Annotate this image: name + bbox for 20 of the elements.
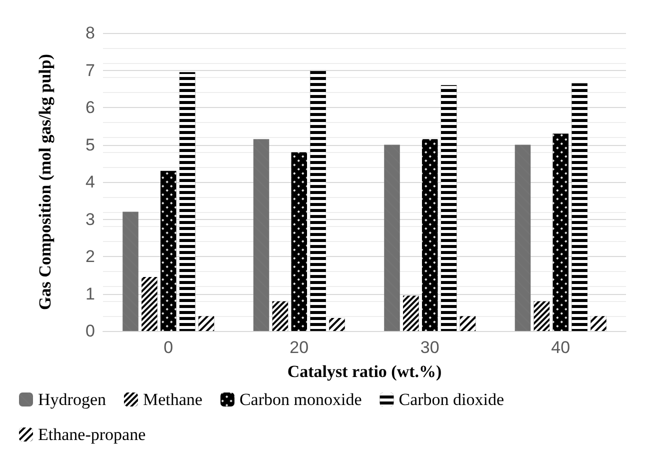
y-axis-title: Gas Composition (mol gas/kg pulp) [36, 54, 54, 310]
y-tick-label: 2 [86, 247, 95, 266]
x-tick-label: 40 [551, 338, 570, 357]
y-tick-label: 5 [86, 135, 95, 154]
y-tick-label: 4 [86, 172, 95, 192]
y-tick-label: 8 [86, 24, 95, 42]
legend-label: Methane [142, 390, 202, 409]
legend-label: Carbon dioxide [398, 390, 504, 409]
y-tick-label: 6 [86, 98, 95, 117]
legend-label: Hydrogen [38, 390, 106, 409]
x-axis-title: Catalyst ratio (wt.%) [287, 362, 442, 381]
legend-label: Carbon monoxide [239, 390, 362, 409]
x-tick-label: 20 [290, 338, 309, 357]
legend-label: Ethane-propane [38, 425, 146, 444]
y-tick-label: 1 [86, 284, 95, 304]
x-tick-label: 30 [420, 338, 440, 357]
y-tick-label: 0 [86, 322, 95, 340]
x-tick-label: 0 [164, 338, 174, 357]
y-tick-label: 7 [86, 60, 95, 80]
y-tick-label: 3 [86, 210, 95, 229]
